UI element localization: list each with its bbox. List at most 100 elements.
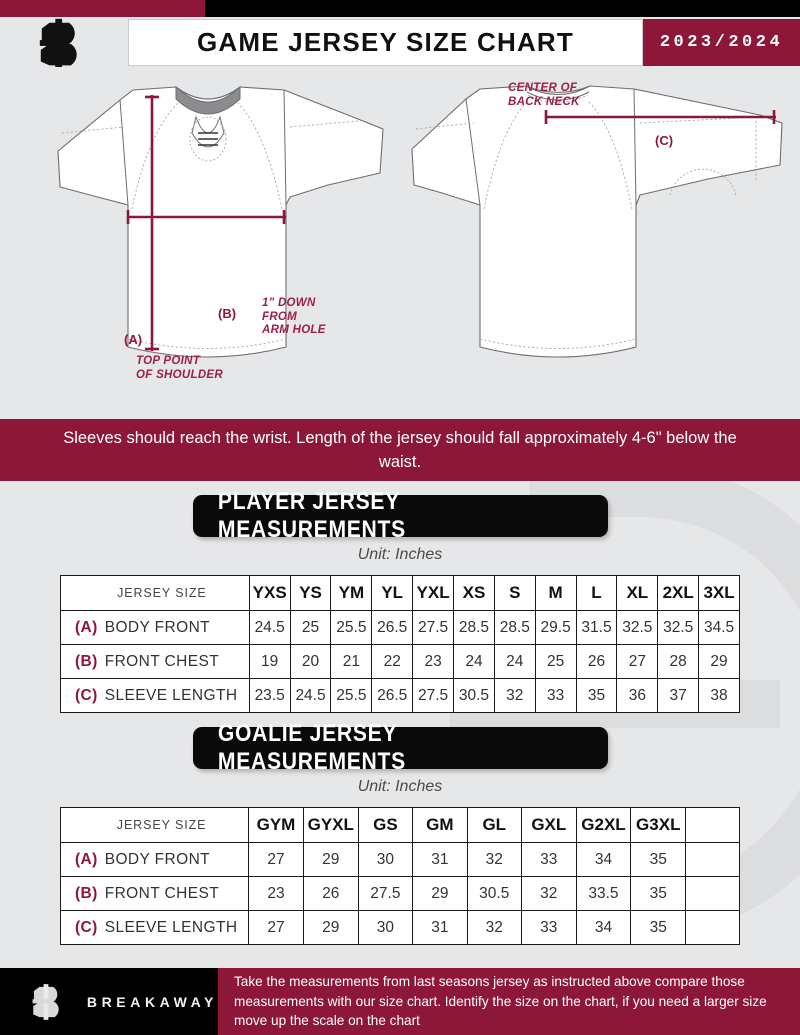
- measurement-cell: 28.5: [493, 610, 536, 645]
- size-header-gs: GS: [357, 807, 414, 843]
- table-row: (B) FRONT CHEST 23 26 27.5 29 30.5 32 33.5 35: [59, 876, 740, 911]
- measurement-key: (C): [75, 686, 98, 704]
- top-strip-maroon: [0, 0, 205, 17]
- size-header-yxl: YXL: [412, 575, 455, 611]
- goalie-section-title-label: GOALIE JERSEY MEASUREMENTS: [217, 720, 406, 775]
- measurement-cell: 24.5: [248, 610, 291, 645]
- measurement-cell: 31.5: [575, 610, 618, 645]
- footer-instructions-area: Take the measurements from last seasons …: [218, 968, 800, 1035]
- measurement-cell: 24: [453, 644, 495, 679]
- season-label: 2023/2024: [659, 33, 784, 52]
- measurement-cell: 26: [575, 644, 618, 679]
- measurement-cell: 32: [466, 910, 523, 945]
- measurement-cell: 25: [534, 644, 577, 679]
- size-header-m: M: [534, 575, 577, 611]
- goalie-section-title: GOALIE JERSEY MEASUREMENTS: [192, 720, 608, 775]
- size-header-xs: XS: [453, 575, 495, 611]
- measurement-label: (B) FRONT CHEST: [60, 644, 250, 679]
- table-header-row: JERSEY SIZE YXS YS YM YL YXL XS S M L XL 2XL 3XL: [60, 575, 740, 611]
- measurement-cell: 27: [616, 644, 659, 679]
- size-header-blank: [685, 807, 740, 843]
- page-header: GAME JERSEY SIZE CHART 2023/2024: [0, 17, 800, 70]
- measurement-cell: 29: [302, 910, 359, 945]
- size-header-yxs: YXS: [248, 575, 291, 611]
- measurement-cell: 32: [493, 678, 536, 713]
- measurement-cell: 19: [248, 644, 291, 679]
- tag-b: (B): [218, 306, 237, 321]
- measurement-cell: 27.5: [412, 678, 455, 713]
- measurement-cell-blank: [685, 842, 740, 877]
- jersey-size-header: JERSEY SIZE: [59, 807, 250, 843]
- player-section: PLAYER JERSEY MEASUREMENTS Unit: Inches …: [0, 488, 800, 713]
- goalie-section: GOALIE JERSEY MEASUREMENTS Unit: Inches …: [0, 720, 800, 945]
- page-title-box: GAME JERSEY SIZE CHART: [128, 19, 643, 66]
- jersey-size-header: JERSEY SIZE: [60, 575, 250, 611]
- measurement-cell: 27: [248, 842, 304, 877]
- measurement-cell: 26.5: [371, 610, 414, 645]
- measurement-label: (B) FRONT CHEST: [59, 876, 250, 911]
- measurement-cell: 23: [412, 644, 455, 679]
- page-footer: BREAKAWAY Take the measurements from las…: [0, 968, 800, 1035]
- measurement-key: (B): [75, 884, 98, 902]
- measurement-cell: 32.5: [616, 610, 659, 645]
- size-header-yl: YL: [371, 575, 414, 611]
- measurement-cell: 25.5: [330, 610, 373, 645]
- size-header-s: S: [493, 575, 536, 611]
- measurement-cell: 21: [330, 644, 373, 679]
- measurement-label: (A) BODY FRONT: [59, 842, 250, 877]
- measurement-cell: 38: [698, 678, 740, 713]
- measurement-cell: 26: [302, 876, 359, 911]
- measurement-cell: 23.5: [248, 678, 291, 713]
- measurement-cell: 27: [248, 910, 304, 945]
- measurement-cell: 27.5: [412, 610, 455, 645]
- footer-brand-name: BREAKAWAY: [86, 993, 218, 1010]
- player-measurements-table: JERSEY SIZE YXS YS YM YL YXL XS S M L XL 2XL 3XL (A) B…: [60, 575, 740, 713]
- shoulder-note: TOP POINT OF SHOULDER: [136, 355, 223, 381]
- table-row: (A) BODY FRONT 27 29 30 31 32 33 34 35: [59, 842, 740, 877]
- measurement-key: (C): [75, 918, 98, 936]
- measurement-cell: 29.5: [534, 610, 577, 645]
- measurement-cell: 33: [521, 842, 577, 877]
- jersey-diagram: (B) (A) 1" DOWN FROM ARM HOLE TOP POINT …: [0, 67, 800, 415]
- measurement-cell: 34.5: [698, 610, 740, 645]
- season-badge: 2023/2024: [643, 19, 800, 66]
- armhole-note: 1" DOWN FROM ARM HOLE: [262, 297, 326, 336]
- page-title: GAME JERSEY SIZE CHART: [197, 27, 574, 57]
- tag-c: (C): [655, 133, 674, 148]
- measurement-key: (A): [75, 618, 98, 636]
- front-jersey-illustration: [57, 85, 384, 358]
- size-header-2xl: 2XL: [657, 575, 700, 611]
- goalie-unit-label: Unit: Inches: [357, 778, 443, 795]
- measurement-cell: 30.5: [466, 876, 523, 911]
- measurement-cell: 35: [575, 678, 618, 713]
- measurement-cell: 23: [248, 876, 304, 911]
- footer-instructions-text: Take the measurements from last seasons …: [234, 974, 767, 1029]
- table-row: (C) SLEEVE LENGTH 27 29 30 31 32 33 34 35: [59, 910, 740, 945]
- measurement-cell: 28: [657, 644, 700, 679]
- measurement-cell-blank: [685, 876, 740, 911]
- measurement-cell: 33: [521, 910, 577, 945]
- measurement-cell: 29: [698, 644, 740, 679]
- measurement-cell: 32: [466, 842, 523, 877]
- measurement-cell: 34: [575, 910, 632, 945]
- top-strip-black: [205, 0, 800, 17]
- tag-a: (A): [124, 332, 143, 347]
- measurement-key: (B): [75, 652, 98, 670]
- size-header-g2xl: G2XL: [575, 807, 632, 843]
- size-header-xl: XL: [616, 575, 659, 611]
- measurement-cell: 25.5: [330, 678, 373, 713]
- breakaway-b-logo-icon: [39, 18, 77, 70]
- measurement-label: (A) BODY FRONT: [60, 610, 250, 645]
- size-header-gxl: GXL: [521, 807, 577, 843]
- table-row: (C) SLEEVE LENGTH 23.5 24.5 25.5 26.5 27.5 30.5…: [60, 678, 740, 713]
- measurement-label: (C) SLEEVE LENGTH: [59, 910, 250, 945]
- measurement-label: (C) SLEEVE LENGTH: [60, 678, 250, 713]
- footer-brand-area: BREAKAWAY: [0, 968, 218, 1035]
- goalie-measurements-table: JERSEY SIZE GYM GYXL GS GM GL GXL G2XL G3XL (A) BO…: [59, 807, 740, 945]
- fit-note-banner: Sleeves should reach the wrist. Length o…: [0, 419, 800, 481]
- measurement-cell-blank: [685, 910, 740, 945]
- size-header-gm: GM: [412, 807, 468, 843]
- player-table-body: JERSEY SIZE YXS YS YM YL YXL XS S M L XL 2XL 3XL (A) B…: [60, 575, 740, 713]
- measurement-cell: 35: [630, 876, 687, 911]
- header-logo-area: [0, 17, 128, 70]
